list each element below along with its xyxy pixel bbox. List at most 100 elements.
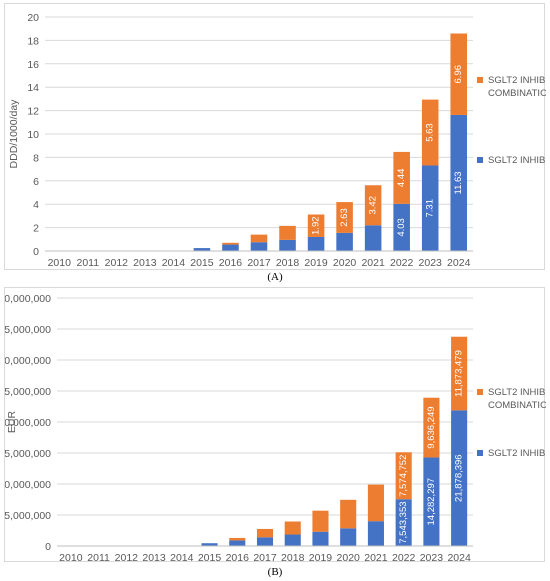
bar-combination (256, 528, 274, 538)
bar-combination (451, 336, 468, 411)
bar-combination (307, 214, 325, 237)
y-tick-label: 2 (33, 223, 39, 235)
bar-combination (423, 397, 440, 458)
x-tick-label: 2013 (142, 552, 166, 563)
bar-sglt2 (451, 410, 468, 546)
legend-label: SGLT2 INHIBITORS (488, 155, 546, 166)
x-tick-label: 2023 (419, 257, 443, 269)
x-tick-label: 2014 (162, 257, 186, 269)
bar-combination (340, 499, 357, 529)
data-label: 11.63 (453, 171, 464, 194)
bar-combination (395, 452, 412, 500)
bar-combination (312, 510, 329, 532)
bar-sglt2 (367, 521, 384, 546)
y-tick-label: 0 (33, 246, 39, 258)
y-tick-label: 15,000,000 (5, 448, 51, 460)
data-label: 4.03 (396, 218, 407, 237)
y-tick-label: 16 (27, 59, 39, 71)
y-tick-label: 12 (27, 106, 39, 118)
bar-sglt2 (395, 499, 412, 546)
x-tick-label: 2017 (247, 257, 271, 269)
bar-sglt2 (364, 225, 382, 251)
y-tick-label: 6 (33, 176, 39, 188)
legend-label: SGLT2 INHIBITORS (488, 448, 546, 459)
bar-sglt2 (284, 534, 301, 546)
x-tick-label: 2014 (170, 552, 194, 563)
x-tick-label: 2024 (447, 552, 471, 563)
x-tick-label: 2021 (364, 552, 388, 563)
bar-sglt2 (229, 540, 246, 546)
bar-sglt2 (393, 203, 410, 251)
y-axis-title: EUR (6, 410, 18, 433)
data-label: 4.44 (396, 169, 407, 188)
legend-label: SGLT2 INHIBITORS IN (488, 75, 546, 86)
data-label: 6.96 (453, 65, 464, 84)
y-axis-title: DDD/1000/day (8, 99, 20, 169)
legend-swatch (477, 450, 483, 456)
bar-sglt2 (250, 242, 268, 251)
y-tick-label: 30,000,000 (5, 355, 51, 367)
bar-sglt2 (256, 537, 274, 546)
y-tick-label: 18 (27, 35, 39, 47)
data-label: 21,878,396 (454, 454, 465, 502)
y-tick-label: 25,000,000 (5, 386, 51, 398)
chart-a-svg: 0 2 4 6 8 10 12 14 16 18 20 2010 2011 2012 2013 2014 201… (8, 12, 550, 269)
x-tick-label: 2016 (226, 552, 250, 563)
x-tick-label: 2015 (198, 552, 222, 563)
x-tick-label: 2021 (361, 257, 385, 269)
bar-combination (450, 33, 468, 115)
x-tick-label: 2018 (281, 552, 305, 563)
x-tick-label: 2024 (447, 257, 471, 269)
y-tick-label: 0 (45, 541, 51, 553)
bar-sglt2 (423, 457, 440, 546)
bar-sglt2 (222, 244, 239, 251)
legend-label: SGLT2 INHIBITORS IN (488, 387, 546, 398)
legend-swatch (477, 77, 483, 83)
x-tick-label: 2010 (59, 552, 83, 563)
y-tick-label: 4 (33, 199, 39, 211)
bar-combination (364, 185, 382, 226)
chart-b-svg: 0 5,000,000 10,000,000 15,000,000 20,000,000… (0, 293, 550, 564)
legend-label: COMBINATIONS (488, 400, 546, 411)
data-label: 11,873,479 (454, 350, 465, 397)
legend-swatch (477, 389, 483, 395)
x-tick-label: 2017 (253, 552, 277, 563)
bar-sglt2 (340, 528, 357, 546)
x-tick-label: 2013 (133, 257, 157, 269)
data-label: 7,543,353 (398, 501, 409, 543)
x-tick-label: 2022 (390, 257, 414, 269)
bar-combination (393, 151, 410, 204)
y-tick-label: 10 (27, 129, 39, 141)
bar-sglt2 (421, 165, 439, 251)
x-tick-label: 2020 (337, 552, 361, 563)
y-tick-label: 40,000,000 (5, 293, 51, 305)
y-tick-label: 5,000,000 (5, 510, 51, 522)
data-label: 2.63 (339, 208, 350, 227)
x-tick-label: 2016 (219, 257, 243, 269)
data-label: 7.31 (425, 199, 436, 218)
y-tick-label: 8 (33, 152, 39, 164)
x-tick-label: 2010 (48, 257, 72, 269)
data-label: 9,636,249 (426, 406, 437, 448)
x-tick-label: 2019 (309, 552, 333, 563)
data-label: 5.63 (425, 123, 436, 142)
data-label: 3.42 (368, 196, 379, 215)
x-tick-label: 2019 (304, 257, 328, 269)
bar-sglt2 (201, 543, 218, 546)
legend-label: COMBINATIONS (488, 88, 546, 99)
bar-combination (367, 484, 384, 522)
bar-combination (250, 234, 268, 243)
bar-sglt2 (307, 236, 325, 251)
y-tick-label: 20 (27, 12, 39, 24)
bar-combination (229, 537, 246, 541)
x-tick-label: 2015 (190, 257, 214, 269)
x-tick-label: 2011 (77, 257, 100, 269)
bar-sglt2 (336, 232, 353, 251)
caption-b: (B) (267, 566, 283, 578)
x-tick-label: 2023 (420, 552, 444, 563)
bar-sglt2 (450, 114, 468, 251)
bar-combination (222, 242, 239, 245)
y-tick-label: 14 (27, 82, 39, 94)
chart-panel-b: 0 5,000,000 10,000,000 15,000,000 20,000,000… (0, 287, 550, 564)
bar-sglt2 (312, 531, 329, 546)
